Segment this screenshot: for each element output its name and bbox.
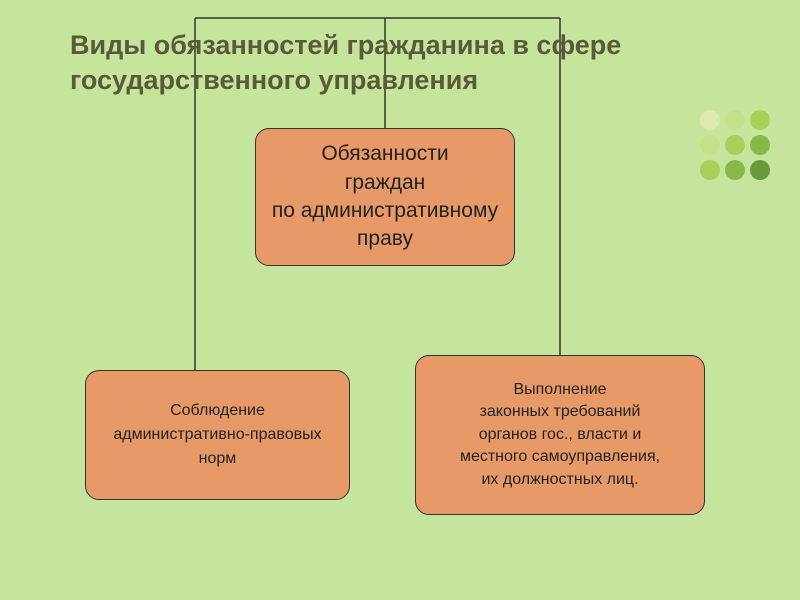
box-left: Соблюдение административно-правовых норм bbox=[85, 370, 350, 500]
box-top-line: по административному bbox=[272, 197, 498, 225]
dot bbox=[750, 135, 770, 155]
box-left-line: Соблюдение bbox=[170, 399, 265, 423]
box-right-line: местного самоуправления, bbox=[460, 446, 660, 468]
dot bbox=[700, 135, 720, 155]
box-right-line: законных требований bbox=[480, 401, 641, 423]
box-right-line: Выполнение bbox=[513, 379, 606, 401]
decor-dots bbox=[700, 110, 772, 182]
box-top-line: граждан bbox=[345, 169, 426, 197]
box-right-line: их должностных лиц. bbox=[481, 469, 638, 491]
dot bbox=[725, 110, 745, 130]
box-top: Обязанности граждан по административному… bbox=[255, 128, 515, 266]
box-right: Выполнение законных требований органов г… bbox=[415, 355, 705, 515]
dot bbox=[750, 160, 770, 180]
page-title: Виды обязанностей гражданина в сфере гос… bbox=[70, 28, 650, 98]
box-left-line: административно-правовых bbox=[113, 423, 321, 447]
dot bbox=[750, 110, 770, 130]
box-right-line: органов гос., власти и bbox=[479, 424, 642, 446]
dot bbox=[700, 160, 720, 180]
dot bbox=[725, 160, 745, 180]
dot bbox=[700, 110, 720, 130]
box-top-line: Обязанности bbox=[321, 140, 448, 168]
box-top-line: праву bbox=[357, 225, 413, 253]
dot bbox=[725, 135, 745, 155]
box-left-line: норм bbox=[199, 447, 237, 471]
